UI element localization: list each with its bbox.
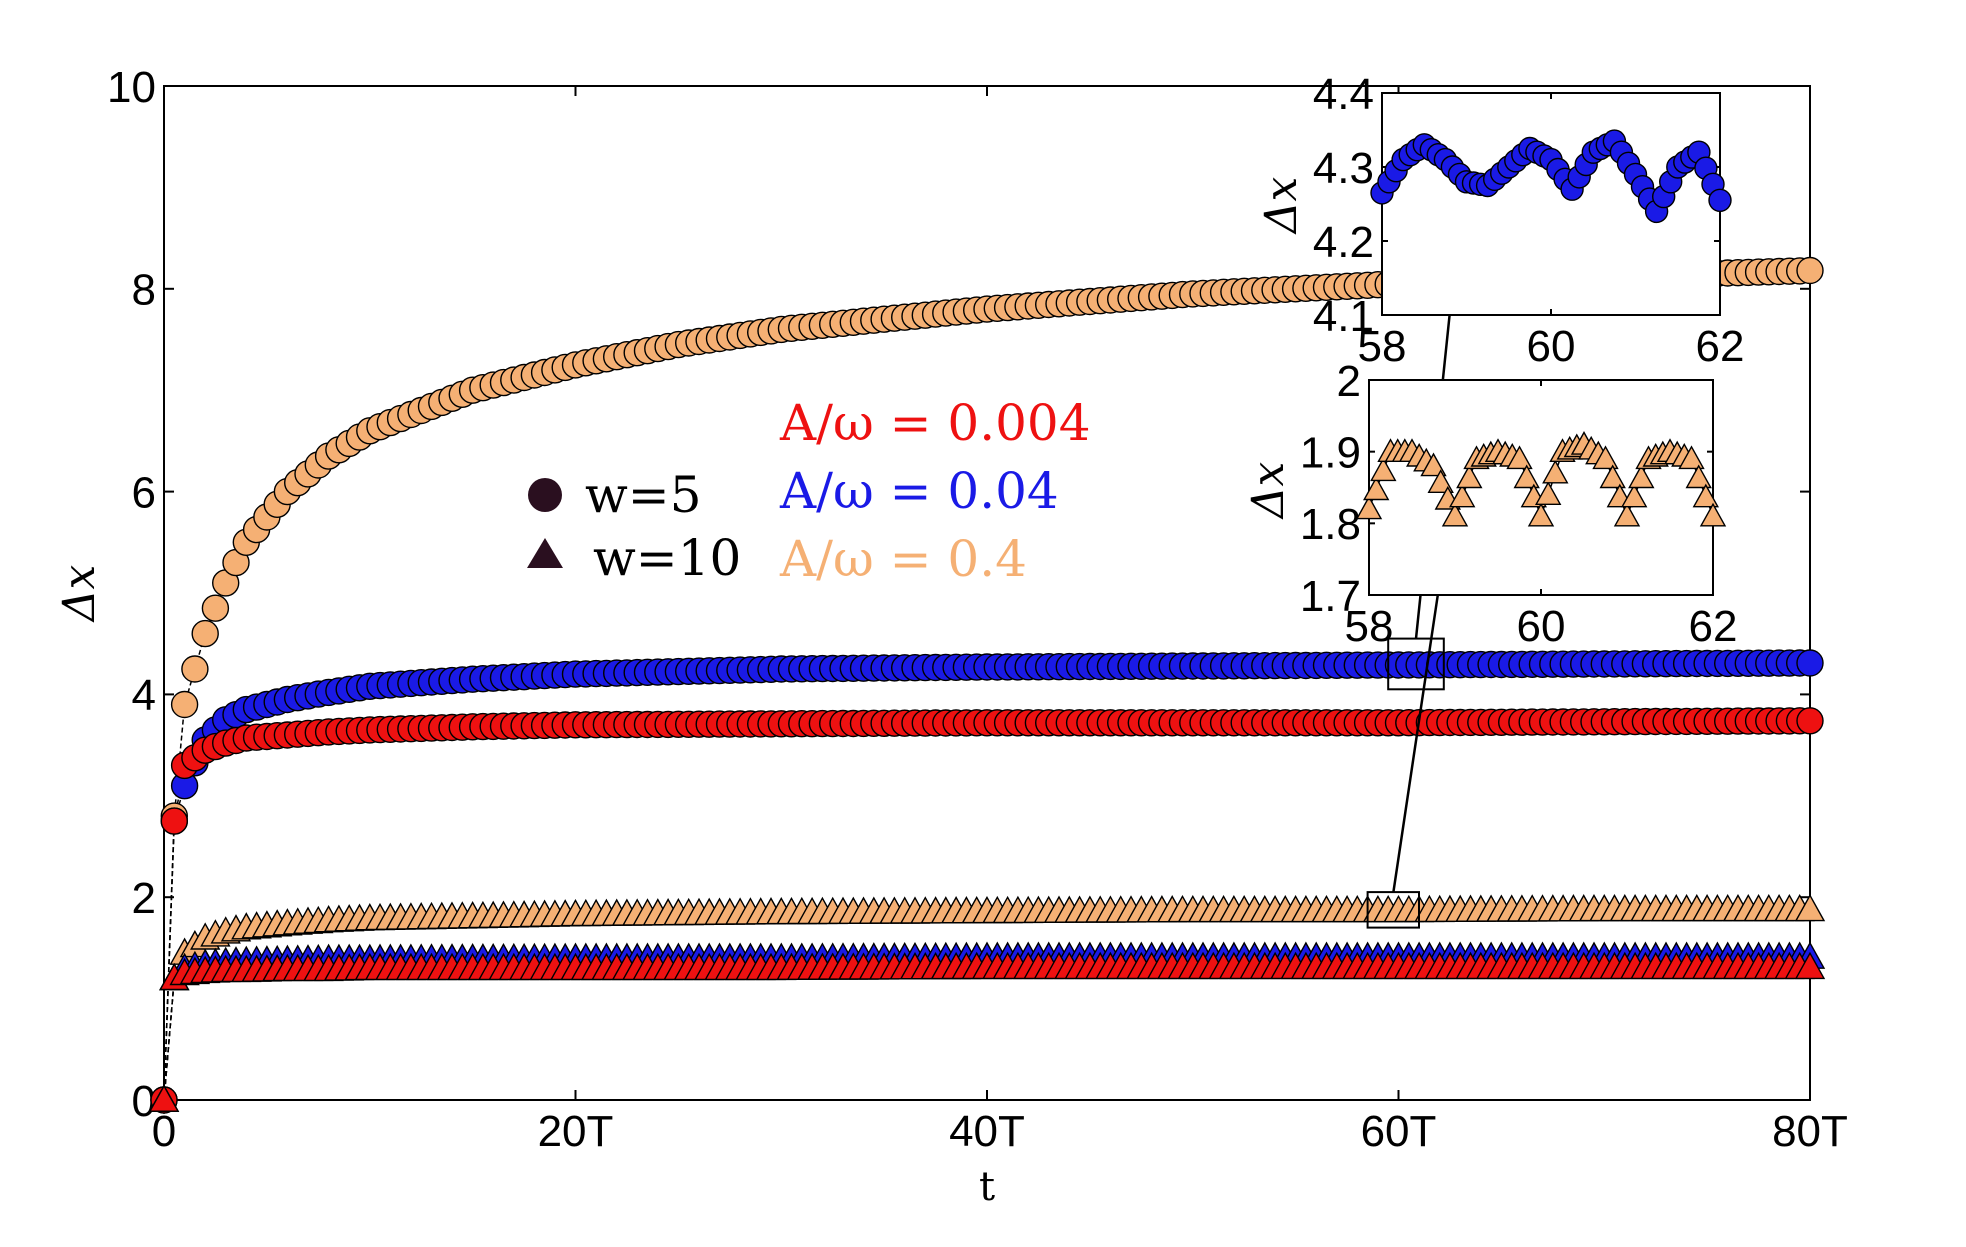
1-x-tick-label: 62 [1696, 322, 1745, 371]
legend-triangle-marker [527, 538, 563, 568]
inset-top-series-marks [1370, 129, 1732, 224]
point-w-10-a-0-4 [1678, 445, 1705, 470]
zoom-connector-2 [1392, 594, 1440, 893]
x-axis-label: t [979, 1164, 995, 1210]
point-w-10-a-0-4 [1527, 502, 1555, 527]
0-x-tick-label: 60T [1361, 1107, 1437, 1156]
2-y-tick-label: 1.7 [1300, 572, 1361, 621]
1-y-tick-label: 4.4 [1313, 70, 1374, 119]
2-y-tick-label: 1.8 [1300, 500, 1361, 549]
point-w-10-a-0-004 [1794, 951, 1826, 980]
point-w-10-a-0-4 [1506, 445, 1533, 470]
0-x-tick-label: 40T [949, 1107, 1025, 1156]
point-w-10-a-0-4 [1535, 481, 1562, 505]
inset-top-axis-ticks: 58 60 62 4.1 4.2 4.3 4.4 [1313, 70, 1745, 371]
inset-top-y-label: Δx [1256, 177, 1307, 236]
point-w-10-a-0-4 [1441, 502, 1469, 527]
point-w-10-a-0-4 [1794, 893, 1826, 922]
point-w-10-a-0-4 [1449, 483, 1476, 508]
point-w-5-a-0-04 [1796, 649, 1824, 677]
0-y-tick-label: 4 [132, 671, 156, 720]
point-w-10-a-0-4 [1692, 483, 1719, 508]
legend-circle-marker [528, 478, 562, 512]
point-w-5-a-0-4 [170, 690, 199, 719]
point-w-5-a-0-04 [1708, 188, 1732, 213]
1-x-tick-label: 58 [1358, 322, 1407, 371]
0-y-tick-label: 6 [132, 468, 156, 517]
marker-legend: w=5 w=10 [527, 466, 741, 587]
point-w-10-a-0-4 [1621, 483, 1648, 508]
legend-amp-0004: A/ω = 0.004 [779, 394, 1091, 452]
point-w-10-a-0-004 [148, 1084, 180, 1112]
0-x-tick-label: 0 [152, 1107, 176, 1156]
0-y-tick-label: 2 [132, 874, 156, 923]
point-w-10-a-0-4 [1513, 464, 1540, 489]
y-axis-label: Δx [54, 565, 105, 624]
inset-bottom-y-label: Δx [1243, 462, 1294, 521]
point-w-10-a-0-4 [1355, 495, 1383, 520]
0-x-tick-label: 80T [1772, 1107, 1848, 1156]
point-w-10-a-0-4 [1699, 502, 1727, 527]
0-x-tick-label: 20T [538, 1107, 614, 1156]
point-w-10-a-0-4 [1628, 464, 1655, 489]
1-y-tick-label: 4.2 [1313, 218, 1374, 267]
point-w-10-a-0-4 [1370, 457, 1397, 482]
legend-amp-04: A/ω = 0.4 [779, 530, 1027, 588]
2-y-tick-label: 1.9 [1300, 429, 1361, 478]
point-w-10-a-0-4 [1542, 459, 1569, 484]
inset-bottom-frame [1368, 379, 1714, 596]
2-x-tick-label: 62 [1689, 602, 1738, 651]
point-w-10-a-0-4 [1456, 464, 1483, 489]
inset-bottom-series-marks [1355, 431, 1727, 527]
point-w-10-a-0-4 [1592, 445, 1619, 470]
inset-top-plot: 58 60 62 4.1 4.2 4.3 4.4 Δx [1256, 70, 1744, 371]
1-x-tick-label: 60 [1527, 322, 1576, 371]
2-x-tick-label: 58 [1345, 602, 1394, 651]
2-y-tick-label: 2 [1337, 357, 1361, 406]
point-w-10-a-0-4 [1599, 464, 1626, 489]
point-w-5-a-0-4 [181, 655, 209, 683]
main-series-marks [148, 256, 1826, 1114]
zoom-box-2 [1366, 891, 1420, 929]
point-w-5-a-0-4 [191, 619, 219, 648]
legend-amp-004: A/ω = 0.04 [779, 462, 1059, 520]
point-w-5-a-0-004 [1796, 707, 1824, 735]
2-x-tick-label: 60 [1517, 602, 1566, 651]
0-y-tick-label: 8 [132, 266, 156, 315]
point-w-10-a-0-4 [1420, 452, 1447, 477]
legend-label-w10: w=10 [593, 529, 741, 587]
point-w-10-a-0-4 [1363, 476, 1390, 501]
0-y-tick-label: 10 [107, 63, 156, 112]
point-w-10-a-0-4 [1427, 469, 1454, 493]
point-w-10-a-0-4 [1685, 464, 1712, 489]
point-w-5-a-0-4 [1796, 256, 1824, 285]
legend-label-w5: w=5 [585, 466, 702, 524]
point-w-10-a-0-4 [1613, 502, 1641, 527]
inset-bottom-axis-ticks: 58 60 62 1.7 1.8 1.9 2 [1300, 357, 1738, 651]
point-w-5-a-0-4 [201, 594, 230, 622]
1-y-tick-label: 4.1 [1313, 292, 1374, 341]
inset-bottom-plot: 58 60 62 1.7 1.8 1.9 2 Δx [1243, 357, 1737, 651]
color-legend: A/ω = 0.004 A/ω = 0.04 A/ω = 0.4 [779, 394, 1091, 588]
point-w-5-a-0-004 [160, 807, 189, 835]
1-y-tick-label: 4.3 [1313, 144, 1374, 193]
